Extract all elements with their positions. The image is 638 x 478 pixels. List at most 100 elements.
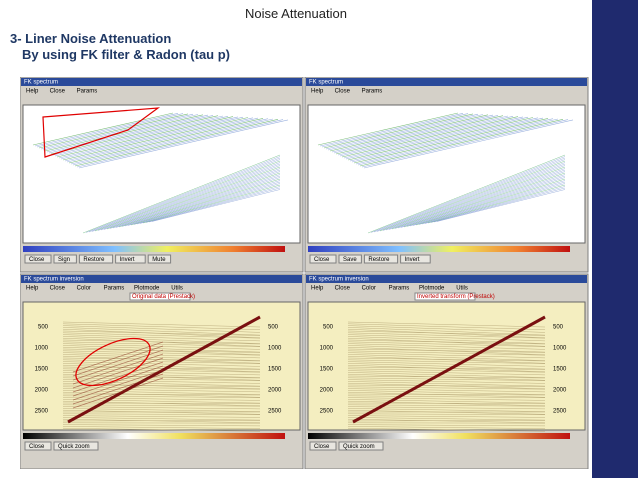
- seismic-event: [62, 393, 261, 396]
- seismic-event: [62, 336, 261, 344]
- button-label[interactable]: Invert: [405, 257, 420, 263]
- menu-item[interactable]: Help: [26, 286, 39, 292]
- menu-item[interactable]: Params: [104, 286, 125, 292]
- button-label[interactable]: Sign: [58, 257, 70, 263]
- button[interactable]: [400, 254, 431, 264]
- seismic-event: [347, 379, 546, 384]
- button-label[interactable]: Restore: [83, 257, 105, 263]
- seismic-event: [347, 424, 546, 427]
- seismic-event: [62, 424, 261, 427]
- fk-streak: [353, 118, 549, 164]
- fk-streak: [391, 166, 566, 230]
- noise-event: [72, 357, 164, 389]
- button-label[interactable]: Invert: [120, 257, 135, 263]
- seismic-event: [62, 426, 261, 429]
- seismic-event: [347, 339, 546, 345]
- button[interactable]: [338, 441, 384, 451]
- y-tick-label: 500: [553, 325, 564, 331]
- button[interactable]: [24, 441, 52, 451]
- seismic-event: [347, 395, 546, 398]
- button-label[interactable]: Mute: [152, 257, 166, 263]
- button-label[interactable]: Quick zoom: [343, 444, 375, 450]
- button-label[interactable]: Close: [314, 257, 330, 263]
- fk-streak: [46, 114, 209, 153]
- fk-streak: [321, 113, 469, 148]
- button[interactable]: [309, 254, 337, 264]
- menu-item[interactable]: Help: [311, 89, 324, 95]
- caption-box: [414, 292, 476, 301]
- side-bar: [592, 0, 638, 478]
- y-tick-label: 1000: [268, 346, 282, 352]
- seismic-event: [347, 397, 546, 401]
- window-title: FK spectrum inversion: [309, 277, 369, 283]
- button[interactable]: [115, 254, 146, 264]
- button[interactable]: [24, 254, 52, 264]
- fk-streak: [337, 115, 509, 156]
- y-tick-label: 500: [323, 325, 334, 331]
- fk-streak: [329, 114, 489, 152]
- menu-item[interactable]: Params: [77, 89, 98, 95]
- fk-streak: [361, 119, 569, 168]
- menu-item[interactable]: Plotmode: [134, 286, 160, 292]
- seismic-event: [62, 377, 261, 381]
- fk-streak: [427, 184, 566, 224]
- seismic-event: [62, 397, 261, 401]
- fk-streak: [36, 113, 184, 148]
- fk-streak: [106, 166, 281, 230]
- button-label[interactable]: Close: [314, 444, 330, 450]
- heading: 3- Liner Noise Attenuation: [10, 31, 172, 46]
- fk-streak: [94, 160, 281, 232]
- menu-item[interactable]: Color: [77, 286, 91, 292]
- button-label[interactable]: Restore: [368, 257, 390, 263]
- fk-streak: [50, 115, 219, 155]
- button-label[interactable]: Close: [29, 444, 45, 450]
- seismic-event: [62, 388, 261, 393]
- y-tick-label: 1000: [320, 346, 334, 352]
- menu-item[interactable]: Close: [50, 286, 66, 292]
- seismic-event: [62, 334, 261, 342]
- menu-item[interactable]: Help: [26, 89, 39, 95]
- seismic-event: [347, 383, 546, 389]
- fk-streak: [403, 172, 566, 228]
- seismic-event: [62, 420, 261, 422]
- button[interactable]: [309, 441, 337, 451]
- seismic-event: [347, 336, 546, 344]
- seismic-event: [62, 417, 261, 421]
- menu-item[interactable]: Close: [335, 89, 351, 95]
- noise-event: [72, 341, 164, 373]
- button[interactable]: [53, 254, 77, 264]
- menu-item[interactable]: Color: [362, 286, 376, 292]
- fk-streak: [109, 168, 281, 229]
- button[interactable]: [78, 254, 114, 264]
- button[interactable]: [363, 254, 399, 264]
- seismic-event: [347, 323, 546, 330]
- menu-item[interactable]: Close: [335, 286, 351, 292]
- fk-streak: [32, 112, 174, 146]
- menu-item[interactable]: Close: [50, 89, 66, 95]
- fk-streak: [127, 177, 281, 226]
- button[interactable]: [147, 254, 172, 264]
- seismic-event: [347, 321, 546, 328]
- fk-streak: [97, 162, 281, 231]
- seismic-event: [347, 388, 546, 393]
- seismic-event: [62, 415, 261, 418]
- window-title: FK spectrum inversion: [24, 277, 84, 283]
- menu-item[interactable]: Utils: [456, 286, 468, 292]
- button[interactable]: [338, 254, 362, 264]
- menu-item[interactable]: Params: [389, 286, 410, 292]
- menu-item[interactable]: Params: [362, 89, 383, 95]
- fk-streak: [145, 186, 281, 223]
- menu-item[interactable]: Help: [311, 286, 324, 292]
- fk-streak: [373, 157, 566, 233]
- button-label[interactable]: Quick zoom: [58, 444, 90, 450]
- button-label[interactable]: Close: [29, 257, 45, 263]
- seismic-event: [347, 399, 546, 404]
- button-label[interactable]: Save: [343, 257, 357, 263]
- seismic-event: [347, 372, 546, 378]
- menu-item[interactable]: Utils: [171, 286, 183, 292]
- display: [22, 301, 301, 431]
- menu-item[interactable]: Plotmode: [419, 286, 445, 292]
- fk-streak: [115, 171, 281, 228]
- button[interactable]: [53, 441, 99, 451]
- colorbar: [23, 433, 285, 439]
